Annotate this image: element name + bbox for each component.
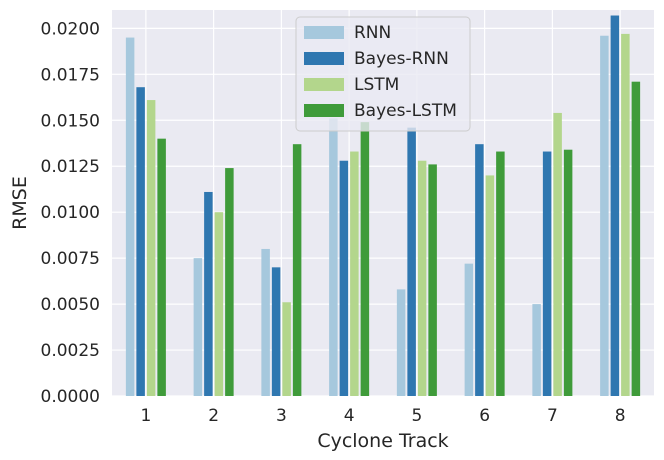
bar-bayes-lstm-track-8	[631, 81, 641, 396]
bar-bayes-rnn-track-8	[610, 15, 620, 397]
bar-bayes-rnn-track-3	[271, 267, 281, 396]
legend: RNN Bayes-RNN LSTM Bayes-LSTM	[295, 16, 471, 132]
bar-rnn-track-7	[532, 304, 541, 396]
bar-lstm-track-6	[485, 175, 495, 396]
bar-lstm-track-3	[282, 302, 291, 396]
bar-lstm-track-8	[621, 33, 630, 397]
y-tick-label: 0.0000	[41, 387, 100, 407]
bar-rnn-track-5	[396, 289, 406, 396]
legend-swatch	[304, 26, 344, 39]
bar-rnn-track-2	[193, 258, 203, 396]
bar-lstm-track-4	[350, 151, 359, 396]
legend-label: Bayes-RNN	[354, 49, 449, 69]
bar-bayes-lstm-track-2	[225, 168, 234, 396]
y-tick-label: 0.0125	[41, 157, 100, 177]
x-tick-label: 5	[411, 406, 422, 426]
bar-bayes-rnn-track-7	[542, 151, 552, 396]
bar-rnn-track-6	[464, 263, 474, 396]
legend-swatch	[304, 104, 344, 117]
y-tick-label: 0.0200	[41, 19, 100, 39]
x-tick-label: 8	[615, 406, 626, 426]
x-tick-label: 1	[140, 406, 151, 426]
x-tick-label: 2	[208, 406, 219, 426]
bar-rnn-track-8	[600, 35, 609, 396]
legend-swatch	[304, 78, 344, 91]
x-tick-label: 4	[344, 406, 355, 426]
legend-label: LSTM	[354, 75, 399, 95]
y-tick-label: 0.0050	[41, 295, 100, 315]
bar-bayes-lstm-track-4	[360, 122, 370, 396]
bar-lstm-track-2	[214, 212, 224, 396]
bar-bayes-lstm-track-1	[157, 138, 166, 396]
bar-bayes-lstm-track-5	[428, 164, 437, 396]
bar-lstm-track-7	[553, 112, 562, 396]
y-tick-label: 0.0150	[41, 111, 100, 131]
bar-bayes-rnn-track-5	[407, 127, 416, 396]
legend-label: RNN	[354, 23, 391, 43]
bar-bayes-rnn-track-4	[339, 160, 349, 396]
legend-swatch	[304, 52, 344, 65]
y-tick-label: 0.0025	[41, 341, 100, 361]
x-tick-label: 7	[547, 406, 558, 426]
legend-label: Bayes-LSTM	[354, 101, 457, 121]
x-axis-label: Cyclone Track	[317, 430, 448, 452]
bar-bayes-rnn-track-6	[475, 144, 484, 396]
bar-bayes-lstm-track-3	[292, 144, 302, 396]
bars	[125, 15, 641, 397]
bar-bayes-lstm-track-7	[563, 149, 573, 396]
bar-bayes-rnn-track-2	[204, 191, 213, 396]
bar-rnn-track-4	[329, 118, 338, 396]
x-tick-label: 3	[276, 406, 287, 426]
bar-lstm-track-1	[146, 100, 156, 397]
bar-rnn-track-1	[125, 37, 135, 396]
x-tick-labels: 1 2 3 4 5 6 7 8	[140, 406, 625, 426]
bar-bayes-lstm-track-6	[496, 151, 505, 396]
x-tick-label: 6	[479, 406, 490, 426]
y-tick-label: 0.0075	[41, 249, 100, 269]
gridlines	[112, 10, 654, 397]
y-axis-label: RMSE	[9, 176, 31, 230]
y-tick-label: 0.0175	[41, 65, 100, 85]
y-tick-label: 0.0100	[41, 203, 100, 223]
bar-lstm-track-5	[417, 160, 427, 396]
y-tick-labels: 0.0000 0.0025 0.0050 0.0075 0.0100 0.0125 0.01…	[41, 19, 100, 407]
bar-bayes-rnn-track-1	[136, 87, 145, 396]
bar-rnn-track-3	[261, 248, 270, 396]
legend-box	[295, 16, 471, 132]
